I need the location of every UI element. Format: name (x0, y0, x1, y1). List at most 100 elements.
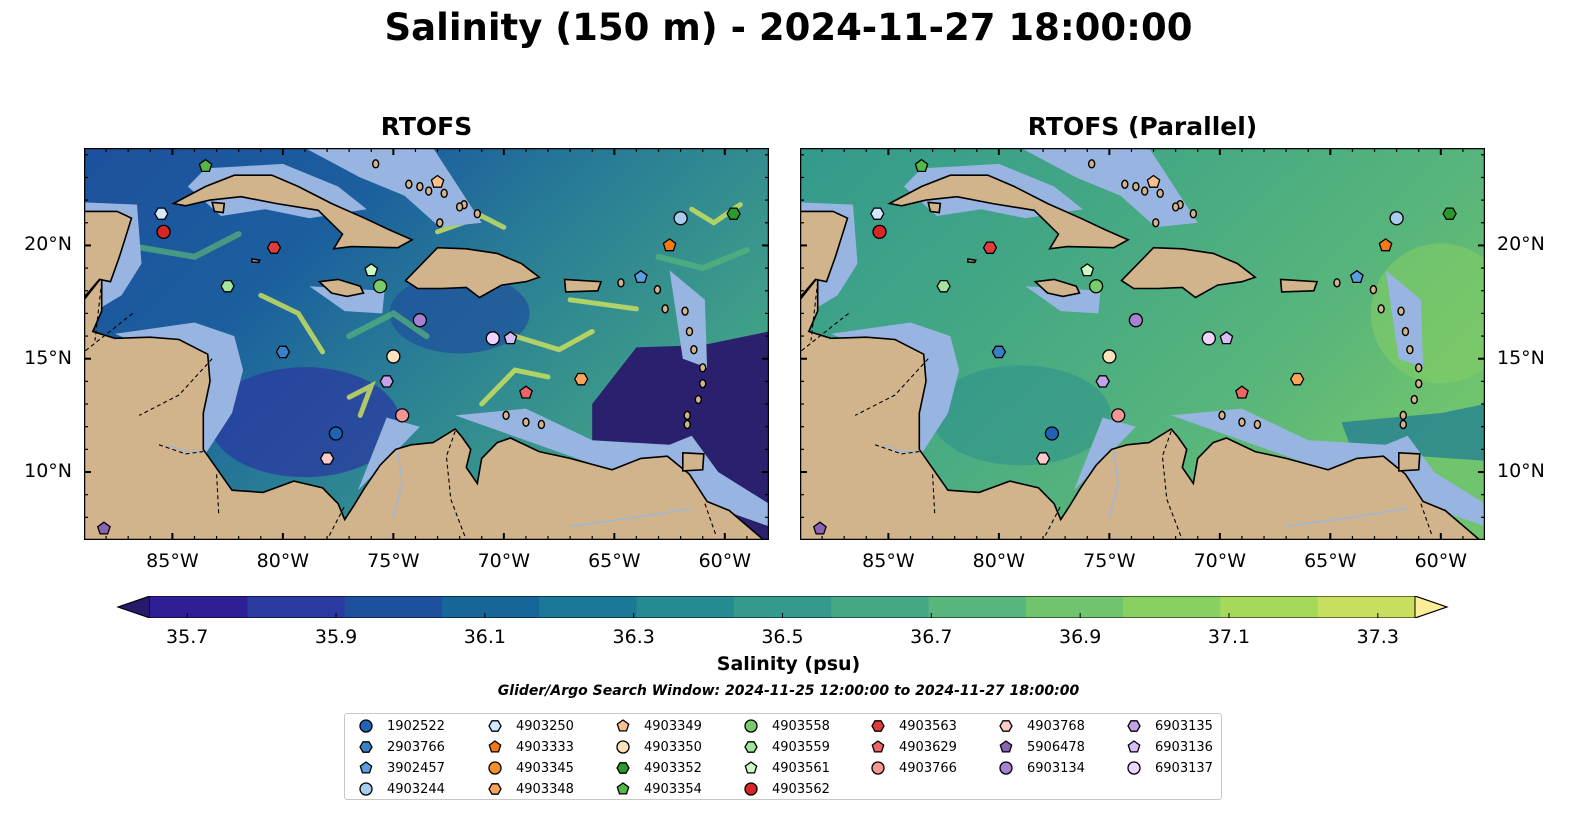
float-marker-4903348[interactable] (573, 372, 589, 386)
legend-marker-4903559[interactable] (744, 741, 758, 753)
float-marker-1902522[interactable] (1044, 426, 1060, 441)
legend-marker-4903563[interactable] (871, 720, 885, 732)
legend-marker-4903350[interactable] (616, 740, 630, 754)
legend-marker-6903137[interactable] (1127, 761, 1141, 775)
land-hispaniola (404, 246, 541, 299)
legend-marker-1902522[interactable] (359, 719, 373, 733)
legend-item: 4903354 (614, 780, 702, 798)
float-marker-6903134[interactable] (412, 313, 428, 328)
float-marker-4903354[interactable] (198, 158, 213, 173)
float-legend: 1902522 2903766 3902457 4903244 4903250 49033… (344, 713, 1222, 800)
legend-marker-4903768[interactable] (999, 720, 1013, 732)
float-marker-6903136[interactable] (503, 330, 518, 345)
legend-marker-6903136[interactable] (1127, 740, 1141, 753)
lat-tick-label: 20°N (24, 233, 72, 256)
lon-tick-label: 65°W (588, 550, 641, 572)
legend-marker-4903354[interactable] (616, 782, 630, 795)
legend-marker-4903766[interactable] (871, 761, 885, 775)
float-marker-6903137[interactable] (485, 331, 500, 346)
lon-tick-label: 80°W (972, 550, 1026, 572)
float-marker-5906478[interactable] (812, 521, 827, 535)
float-marker-4903766[interactable] (395, 408, 410, 423)
legend-marker-4903349[interactable] (616, 719, 630, 732)
float-marker-6903134[interactable] (1128, 313, 1144, 328)
float-marker-3902457[interactable] (1349, 269, 1364, 284)
legend-marker-5906478[interactable] (999, 740, 1013, 753)
float-marker-1902522[interactable] (328, 426, 344, 441)
float-marker-3902457[interactable] (633, 269, 648, 284)
float-marker-4903629[interactable] (519, 385, 533, 399)
float-marker-4903563[interactable] (982, 241, 998, 254)
legend-label: 4903629 (899, 739, 957, 755)
legend-item: 4903768 (997, 717, 1085, 735)
colorbar-tick-label: 37.3 (1356, 626, 1399, 648)
float-marker-6903135[interactable] (379, 375, 394, 388)
legend-marker-4903561[interactable] (744, 761, 758, 774)
legend-item: 4903558 (742, 717, 830, 735)
legend-marker-3902457[interactable] (359, 761, 373, 774)
float-marker-6903137[interactable] (1201, 331, 1216, 346)
legend-marker-4903250[interactable] (488, 720, 502, 732)
legend-marker-4903562[interactable] (744, 782, 758, 796)
float-marker-4903562[interactable] (872, 224, 887, 239)
float-marker-4903561[interactable] (1080, 263, 1095, 277)
legend-marker-icon (744, 741, 758, 753)
float-marker-5906478[interactable] (96, 521, 111, 535)
float-marker-4903766[interactable] (1111, 408, 1126, 423)
legend-marker-4903333[interactable] (488, 740, 502, 753)
lat-tick-label: 20°N (1497, 233, 1545, 256)
float-marker-4903350[interactable] (386, 349, 401, 364)
legend-marker-4903558[interactable] (744, 719, 758, 733)
land-jamaica (1033, 278, 1081, 298)
land-puertoRico (563, 278, 603, 293)
colorbar-tick-label: 36.1 (463, 626, 506, 648)
float-marker-4903352[interactable] (726, 207, 741, 220)
legend-marker-icon (999, 761, 1013, 775)
map-panel-rtofs-parallel[interactable] (800, 148, 1485, 540)
float-marker-4903244[interactable] (1389, 211, 1404, 226)
float-marker-4903629[interactable] (1235, 385, 1249, 399)
float-marker-4903333[interactable] (662, 238, 677, 252)
legend-item: 4903345 (486, 759, 574, 777)
legend-item: 4903348 (486, 780, 574, 798)
float-marker-2903766[interactable] (275, 345, 291, 359)
float-marker-4903250[interactable] (870, 207, 885, 220)
float-marker-4903562[interactable] (156, 224, 171, 239)
float-marker-6903135[interactable] (1095, 375, 1110, 388)
float-marker-4903559[interactable] (220, 279, 235, 293)
legend-marker-icon (744, 761, 758, 774)
float-marker-4903563[interactable] (266, 241, 282, 254)
legend-marker-4903629[interactable] (871, 740, 885, 753)
float-marker-4903350[interactable] (1102, 349, 1117, 364)
legend-marker-icon (616, 762, 630, 774)
float-marker-4903349[interactable] (1146, 174, 1161, 188)
map-panel-rtofs[interactable] (84, 148, 769, 540)
float-marker-6903136[interactable] (1219, 330, 1234, 345)
legend-marker-icon (488, 761, 502, 775)
float-marker-4903250[interactable] (154, 207, 169, 220)
legend-label: 4903350 (644, 739, 702, 755)
float-marker-4903348[interactable] (1289, 372, 1305, 386)
legend-marker-6903135[interactable] (1127, 720, 1141, 732)
float-marker-4903333[interactable] (1378, 238, 1393, 252)
legend-marker-6903134[interactable] (999, 761, 1013, 775)
legend-marker-4903345[interactable] (488, 761, 502, 775)
float-marker-4903244[interactable] (673, 211, 688, 226)
legend-marker-4903244[interactable] (359, 782, 373, 796)
float-marker-4903558[interactable] (1088, 279, 1104, 294)
float-marker-4903354[interactable] (914, 158, 929, 173)
float-marker-4903768[interactable] (1035, 452, 1051, 465)
legend-marker-4903348[interactable] (488, 783, 502, 795)
legend-marker-icon (359, 761, 373, 774)
float-marker-4903768[interactable] (319, 452, 335, 465)
float-marker-2903766[interactable] (991, 345, 1007, 359)
float-marker-4903561[interactable] (364, 263, 379, 277)
colorbar-tick-label: 37.1 (1207, 626, 1251, 648)
legend-marker-2903766[interactable] (359, 741, 373, 753)
legend-marker-4903352[interactable] (616, 762, 630, 774)
land-mexico (84, 210, 133, 299)
float-marker-4903352[interactable] (1442, 207, 1457, 220)
float-marker-4903559[interactable] (936, 279, 951, 293)
float-marker-4903349[interactable] (430, 174, 445, 188)
float-marker-4903558[interactable] (372, 279, 388, 294)
